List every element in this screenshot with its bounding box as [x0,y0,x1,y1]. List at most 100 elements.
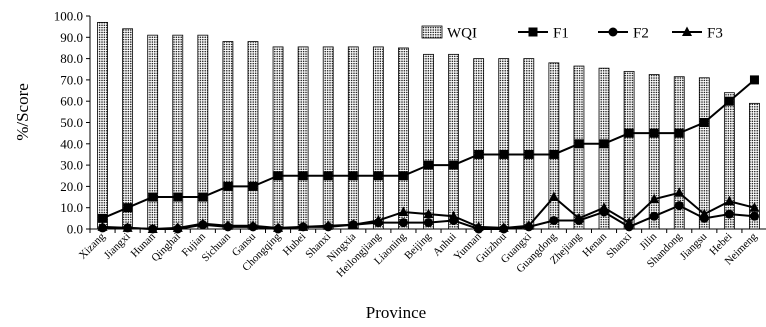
legend-label: F3 [707,26,723,42]
point-f3-shanxi [323,220,334,230]
y-tick-label: 60.0 [60,94,83,109]
point-f1-liaoning [398,171,408,181]
point-f3-jilin [649,193,660,204]
x-tick-label: Jiangsu [678,230,710,262]
point-f3-anhui [448,210,459,221]
point-f3-qinghai [172,222,183,232]
x-tick-label: Shanxi [604,231,634,261]
point-f1-hubei [298,171,308,181]
point-f1-shandong [674,128,684,138]
line-series-f3 [97,187,760,233]
bar-wqi-gansu [247,41,259,230]
bar-wqi-jiangsu [698,77,710,230]
y-tick-label: 80.0 [60,51,83,66]
point-f1-gansu [248,181,258,191]
point-f1-jilin [649,128,659,138]
bar-wqi-anhui [448,53,459,230]
point-f1-shanxi [624,128,634,138]
legend-item-f1: F1 [518,26,569,42]
point-f1-sichuan [223,181,233,191]
point-f1-chongqing [273,171,283,181]
y-tick-label: 10.0 [60,200,83,215]
bar-wqi-yunnan [473,58,485,230]
point-f1-xizang [98,213,108,223]
point-f3-jiangxi [122,222,133,232]
bar-wqi-hubei [297,46,309,230]
point-f3-guangxi [523,220,534,230]
y-tick-label: 40.0 [60,136,83,151]
y-axis-title: %/Score [13,83,32,141]
point-f1-jiangxi [123,203,133,213]
point-f1-zhejiang [574,139,584,149]
point-f1-qinghai [173,192,183,202]
point-f1-henan [599,139,609,149]
bar-wqi-jilin [648,74,660,230]
point-f1-hunan [148,192,158,202]
bar-wqi-guangdong [548,62,560,230]
x-tick-label: Henan [580,230,609,259]
legend-label: WQI [447,26,477,42]
point-f1-ningxia [348,171,358,181]
legend: WQI F1 F2 F3 [421,26,723,42]
point-f3-beijing [423,208,434,219]
point-f2-beijing [424,218,433,228]
point-f1-jiangsu [699,118,709,127]
point-f1-fujian [198,192,208,202]
point-f3-guangdong [548,191,559,202]
point-f3-shandong [674,187,685,197]
point-f3-heilongjiang [373,214,384,225]
point-f1-shanxi [323,171,333,181]
point-f2-jilin [649,211,659,221]
x-tick-label: Sichuan [199,230,233,264]
point-f3-hunan [147,223,158,233]
legend-label: F1 [553,26,569,42]
bar-series-wqi [97,21,760,230]
point-f1-guangdong [549,149,559,159]
legend-label: F2 [633,26,649,42]
point-f2-liaoning [398,218,408,228]
y-tick-label: 30.0 [60,158,83,173]
line-series [97,75,760,234]
bar-wqi-liaoning [398,47,409,230]
bar-wqi-xizang [97,21,108,230]
line-series-f1 [98,75,759,223]
point-f1-guangxi [524,149,534,159]
point-f3-zhejiang [573,212,584,223]
bar-wqi-chongqing [272,46,284,230]
legend-marker-f2 [608,27,618,37]
point-f3-chongqing [273,222,284,232]
point-f3-neimeng [749,202,760,212]
bar-wqi-guangxi [523,58,535,230]
y-tick-label: 50.0 [60,115,83,130]
bar-wqi-beijing [423,53,434,230]
legend-item-f3: F3 [672,26,723,42]
point-f3-shanxi [624,217,635,227]
bar-wqi-sichuan [222,41,234,230]
x-tick-label: Jiangxi [102,231,133,262]
y-tick-label: 70.0 [60,72,83,87]
point-f3-fujian [197,218,208,228]
point-f3-henan [599,202,610,212]
bar-wqi-guizhou [498,58,510,230]
point-f3-yunnan [473,221,484,231]
point-f1-hebei [724,96,734,106]
legend-marker-f3 [682,26,692,36]
y-tick-label: 0.0 [67,222,83,237]
bar-wqi-jiangxi [122,28,134,230]
point-f1-yunnan [474,149,484,159]
bar-wqi-hebei [723,92,735,230]
legend-item-f2: F2 [598,26,649,42]
point-f2-neimeng [749,211,759,221]
point-f3-ningxia [348,219,359,229]
point-f1-beijing [424,160,433,170]
point-f1-heilongjiang [373,171,383,181]
point-f2-guangdong [549,215,559,225]
bar-wqi-shanxi [322,46,334,230]
point-f3-liaoning [398,206,409,216]
point-f3-gansu [247,220,258,230]
bar-wqi-shanxi [623,70,635,230]
point-f3-xizang [97,221,108,231]
y-tick-label: 20.0 [60,179,83,194]
point-f2-shandong [674,201,684,211]
y-tick-label: 100.0 [54,9,83,24]
